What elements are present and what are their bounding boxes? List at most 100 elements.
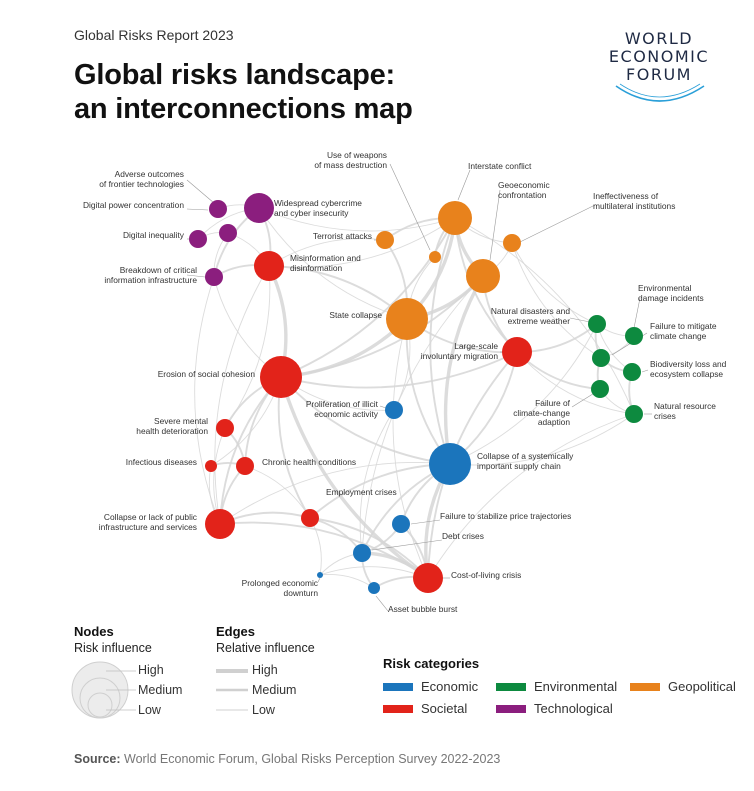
leader-line: [389, 163, 431, 251]
title-line-2: an interconnections map: [74, 93, 413, 125]
leader-line: [375, 595, 389, 612]
source-prefix: Source:: [74, 752, 121, 766]
label-failure-mitigate-climate: Failure to mitigate climate change: [650, 321, 717, 341]
label-line: economic activity: [314, 408, 378, 419]
logo-line-3: FORUM: [626, 65, 692, 84]
edge: [392, 318, 429, 579]
node-technological-extra: [221, 226, 235, 240]
label-line: ecosystem collapse: [650, 368, 724, 379]
legend-category-label: Societal: [421, 701, 468, 716]
node-natural-disasters: [588, 315, 606, 333]
leader-line: [186, 179, 215, 204]
node-failure-stabilize-price: [392, 515, 410, 533]
node-natural-resource-crises: [625, 405, 643, 423]
label-line: Prolonged economic: [241, 578, 318, 588]
label-line: Infectious diseases: [125, 457, 197, 467]
label-line: Biodiversity loss and: [650, 359, 727, 369]
node-failure-mitigate-climate: [592, 349, 610, 367]
legend-category-economic: Economic: [383, 679, 478, 694]
label-line: Natural resource: [654, 401, 716, 411]
legend-edges-subtitle: Relative influence: [216, 641, 315, 655]
edge: [429, 217, 456, 465]
label-line: Severe mental: [154, 416, 208, 426]
legend-nodes-subtitle: Risk influence: [74, 641, 152, 655]
label-line: climate-change: [513, 407, 570, 418]
legend-node-circle: [79, 677, 121, 719]
label-line: Interstate conflict: [468, 161, 532, 171]
label-environmental-damage: Environmental damage incidents: [638, 283, 704, 303]
label-line: Asset bubble burst: [388, 604, 458, 614]
leader-line: [633, 297, 641, 329]
label-line: Terrorist attacks: [312, 231, 372, 241]
node-erosion-social-cohesion: [260, 356, 302, 398]
label-line: infrastructure and services: [98, 521, 197, 532]
label-collapse-public-infrastructure: Collapse or lack of public infrastructure…: [98, 512, 197, 532]
label-biodiversity-loss: Biodiversity loss and ecosystem collapse: [650, 359, 727, 379]
label-state-collapse: State collapse: [329, 310, 382, 321]
node-state-collapse: [386, 298, 428, 340]
label-large-scale-involuntary-migration: Large-scale involuntary migration: [420, 341, 498, 361]
nodes-layer: [189, 193, 643, 594]
legend-node-circle: [87, 692, 113, 718]
edge: [511, 242, 598, 325]
edge: [280, 217, 456, 378]
label-employment-crises: Employment crises: [326, 487, 397, 498]
label-proliferation-illicit-economic: Proliferation of illicit economic activit…: [306, 399, 378, 419]
label-line: Erosion of social cohesion: [157, 369, 255, 379]
legend-category-label: Geopolitical: [668, 679, 736, 694]
report-kicker: Global Risks Report 2023: [74, 27, 234, 43]
label-line: of mass destruction: [314, 159, 387, 170]
logo-line-2: ECONOMIC: [608, 47, 710, 66]
leader-line: [379, 405, 387, 409]
node-failure-climate-adaption: [591, 380, 609, 398]
label-line: confrontation: [498, 189, 547, 200]
label-line: damage incidents: [638, 292, 704, 303]
label-geoeconomic-confrontation: Geoeconomic confrontation: [498, 180, 550, 200]
node-chronic-health-conditions: [236, 457, 254, 475]
edge: [219, 461, 451, 525]
edge: [224, 265, 271, 429]
label-line: Digital power concentration: [82, 200, 184, 210]
source-note: Source: World Economic Forum, Global Ris…: [74, 752, 500, 766]
node-infectious-diseases: [205, 460, 217, 472]
edge: [258, 207, 456, 232]
legend-edge-medium: Medium: [252, 683, 297, 697]
label-terrorist-attacks: Terrorist attacks: [312, 231, 372, 242]
node-ineffectiveness-multilateral: [503, 234, 521, 252]
label-line: important supply chain: [477, 460, 561, 471]
label-line: Misinformation and: [290, 253, 361, 263]
label-line: involuntary migration: [420, 350, 498, 361]
node-severe-mental-health: [216, 419, 234, 437]
edge: [516, 351, 635, 415]
node-biodiversity-loss: [623, 363, 641, 381]
legend-category-label: Economic: [421, 679, 479, 694]
legend-category-label: Environmental: [534, 679, 618, 694]
node-digital-power-concentration: [189, 230, 207, 248]
label-erosion-social-cohesion: Erosion of social cohesion: [157, 369, 255, 380]
label-widespread-cybercrime: Widespread cybercrime and cyber insecurit…: [274, 198, 362, 218]
title-line-1: Global risks landscape:: [74, 59, 395, 91]
edge: [454, 217, 635, 415]
legend-graphics: [71, 661, 248, 719]
edge: [219, 521, 429, 579]
legend-categories-title: Risk categories: [383, 656, 480, 671]
label-adverse-outcomes-frontier-tech: Adverse outcomes of frontier technologies: [99, 169, 184, 189]
node-breakdown-critical-info-infra: [205, 268, 223, 286]
leader-line: [569, 317, 591, 323]
node-misinformation: [254, 251, 284, 281]
societal-swatch: [383, 704, 413, 713]
edge: [279, 376, 429, 580]
node-geoeconomic-confrontation: [466, 259, 500, 293]
label-line: Use of weapons: [326, 150, 387, 160]
label-line: of frontier technologies: [99, 178, 184, 189]
legend-category-geopolitical: Geopolitical: [630, 679, 736, 694]
environmental-swatch: [496, 682, 526, 691]
edge: [258, 207, 408, 320]
label-infectious-diseases: Infectious diseases: [125, 457, 197, 468]
leader-line: [571, 391, 597, 408]
label-line: Geoeconomic: [498, 180, 550, 190]
legend-category-environmental: Environmental: [496, 679, 617, 694]
leader-line: [371, 539, 443, 551]
legend-edge-high: High: [252, 663, 278, 677]
leader-line: [186, 208, 209, 211]
